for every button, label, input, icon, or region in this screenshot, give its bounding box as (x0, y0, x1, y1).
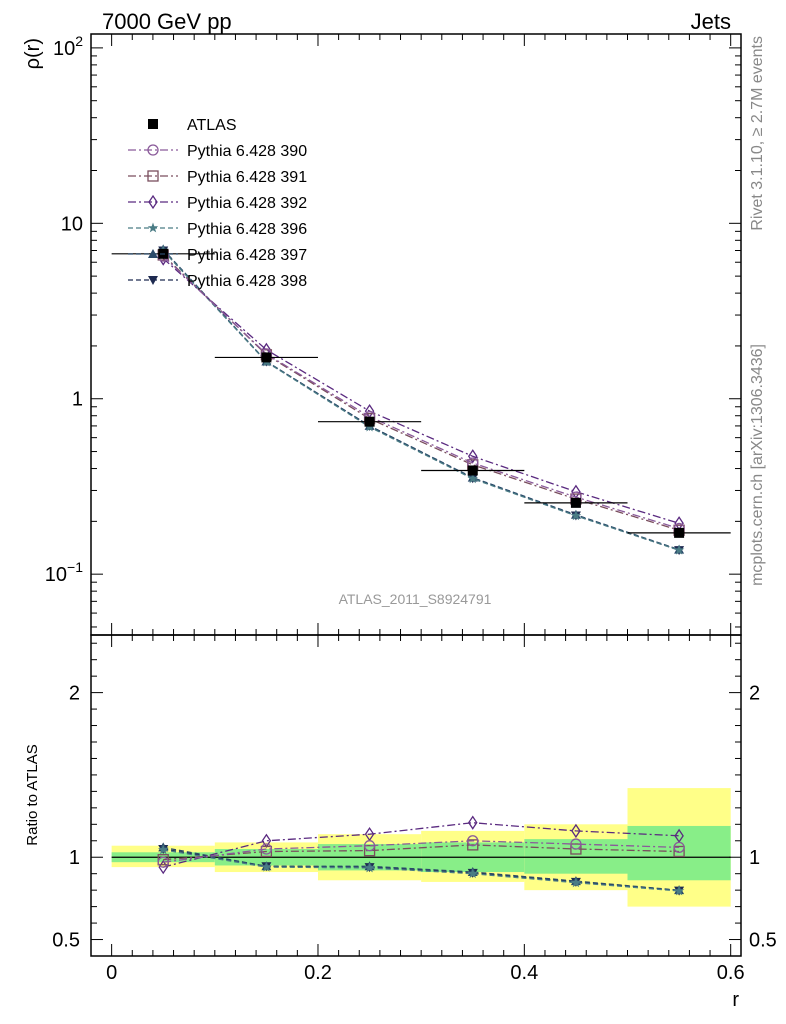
legend-entry: Pythia 6.428 391 (128, 169, 307, 186)
legend-entry: Pythia 6.428 398 (128, 273, 307, 290)
ratio-y-tick-label-right: 0.5 (749, 930, 777, 952)
series-pythia-6-428-390 (157, 250, 685, 535)
series-line (162, 254, 680, 531)
legend-label: Pythia 6.428 392 (187, 195, 307, 212)
legend-entry: Pythia 6.428 390 (128, 143, 307, 160)
data-point (364, 416, 375, 427)
data-point (570, 497, 581, 508)
series-line (162, 250, 680, 551)
x-tick-label: 0.6 (717, 962, 745, 984)
ratio-point (673, 841, 685, 854)
series-pythia-6-428-398 (158, 246, 685, 556)
header-left: 7000 GeV pp (102, 9, 232, 34)
ratio-series-line (163, 844, 680, 861)
y-tick-label: 1 (72, 389, 83, 411)
legend-label: Pythia 6.428 397 (187, 247, 307, 264)
ratio-series-line (163, 846, 680, 891)
data-point (467, 473, 478, 484)
y-tick-label: 102 (53, 33, 83, 60)
series-pythia-6-428-392 (158, 251, 684, 531)
y-tick-label: 10 (61, 213, 83, 235)
series-line (162, 258, 680, 524)
legend-entry: ATLAS (148, 117, 237, 134)
legend-marker (148, 194, 158, 210)
ratio-point (158, 844, 169, 855)
ratio-point (570, 838, 582, 850)
legend-marker (148, 119, 158, 129)
data-point (673, 544, 685, 555)
ratio-point (673, 845, 685, 858)
x-tick-label: 0.4 (510, 962, 538, 984)
ratio-series-line (163, 822, 680, 868)
ratio-series-line (163, 849, 680, 892)
ratio-point (260, 843, 273, 855)
ratio-point (467, 868, 478, 879)
legend-entry: Pythia 6.428 392 (128, 194, 307, 212)
ratio-point (157, 856, 169, 868)
analysis-label: ATLAS_2011_S8924791 (339, 591, 492, 607)
legend-marker (147, 222, 159, 233)
ratio-point (571, 823, 581, 839)
legend-marker (148, 249, 158, 258)
data-point (261, 352, 272, 363)
ratio-series-pythia-6-428-396 (158, 844, 685, 896)
series-pythia-6-428-397 (158, 244, 685, 554)
series-line (162, 250, 680, 551)
ratio-y-tick-label-right: 2 (749, 683, 760, 705)
legend-marker (147, 170, 159, 182)
series-line (162, 255, 680, 530)
series-atlas (111, 248, 731, 538)
ratio-y-tick-label: 1 (69, 847, 80, 869)
ratio-series-line (163, 848, 680, 892)
ratio-y-tick-label: 0.5 (52, 930, 80, 952)
legend-marker (147, 144, 159, 156)
ratio-point (467, 815, 478, 830)
ratio-y-tick-label-right: 1 (749, 847, 760, 869)
ratio-point (261, 861, 272, 872)
data-point (467, 449, 478, 464)
legend-label: ATLAS (187, 117, 237, 134)
legend-label: Pythia 6.428 391 (187, 169, 307, 186)
data-point (467, 465, 478, 476)
x-tick-label: 0.2 (304, 962, 332, 984)
x-tick-label: 0 (106, 962, 117, 984)
rivet-label: Rivet 3.1.10, ≥ 2.7M events (749, 36, 766, 231)
ratio-point (570, 843, 582, 855)
mcplots-label: mcplots.cern.ch [arXiv:1306.3436] (749, 344, 766, 586)
legend-label: Pythia 6.428 396 (187, 221, 307, 238)
ratio-point (467, 835, 479, 847)
ratio-series-pythia-6-428-390 (157, 835, 685, 868)
legend-entry: Pythia 6.428 396 (128, 221, 307, 238)
ratio-point (673, 885, 685, 896)
series-pythia-6-428-391 (157, 249, 685, 536)
x-axis-label: r (732, 989, 739, 1011)
ratio-point (364, 862, 375, 873)
data-point (570, 510, 582, 521)
y-tick-label: 10−1 (45, 559, 83, 586)
ratio-y-tick-label: 2 (69, 683, 80, 705)
main-y-axis-label: ρ(r) (22, 38, 44, 69)
ratio-series-line (163, 840, 680, 863)
ratio-stat-uncertainty-band (627, 825, 731, 881)
legend-entry: Pythia 6.428 397 (128, 247, 307, 264)
ratio-point (363, 840, 376, 852)
ratio-y-axis-label: Ratio to ATLAS (24, 744, 41, 845)
ratio-plot-frame (90, 634, 742, 957)
ratio-point (363, 844, 376, 857)
data-point (674, 527, 685, 538)
series-line (162, 248, 680, 551)
legend: ATLAS Pythia 6.428 390 Pythia 6.428 391 Pyt… (128, 117, 307, 290)
legend-marker (148, 276, 158, 285)
legend-label: Pythia 6.428 398 (187, 273, 307, 290)
ratio-point (570, 877, 582, 888)
header-right: Jets (691, 9, 731, 34)
ratio-series-pythia-6-428-391 (157, 839, 685, 866)
ratio-point (467, 839, 479, 851)
legend-label: Pythia 6.428 390 (187, 143, 307, 160)
